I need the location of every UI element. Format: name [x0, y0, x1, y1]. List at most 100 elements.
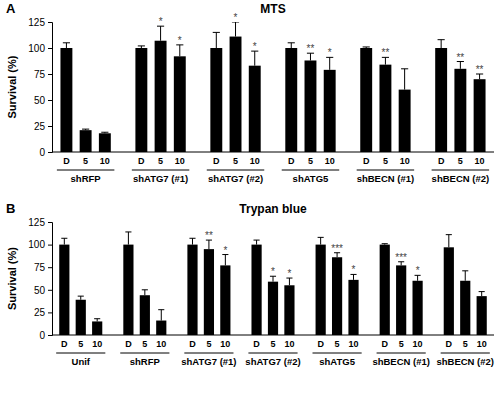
y-tick: 100 — [28, 239, 52, 250]
error-bar — [142, 290, 148, 295]
group-bracket — [248, 353, 297, 354]
bar — [251, 245, 261, 335]
error-bar-cap — [189, 238, 195, 239]
error-bar — [78, 296, 84, 300]
error-bar — [457, 62, 464, 69]
bar — [435, 48, 447, 152]
significance: ** — [205, 230, 213, 241]
error-bar — [286, 278, 292, 285]
x-tick-label: 10 — [477, 339, 487, 349]
x-tick-label: D — [446, 339, 453, 349]
error-bar-stem — [329, 57, 330, 69]
error-bar-cap — [82, 129, 89, 130]
group-label: shRFP — [130, 356, 161, 367]
error-bar-stem — [208, 240, 209, 249]
error-bar-cap — [78, 296, 84, 297]
x-tick-label: D — [253, 339, 260, 349]
error-bar — [63, 43, 70, 48]
bar — [155, 41, 167, 152]
error-bar-stem — [179, 45, 180, 56]
error-bar-stem — [465, 271, 466, 281]
y-tick-mark — [48, 100, 52, 101]
figure: AMTSSurvival (%)0255075100125***********… — [0, 0, 500, 395]
error-bar-stem — [66, 43, 67, 48]
error-bar — [157, 26, 164, 41]
error-bar — [232, 22, 239, 37]
x-tick-label: 10 — [156, 339, 166, 349]
bar — [285, 48, 297, 152]
error-bar-cap — [479, 291, 485, 292]
y-tick-label: 125 — [28, 217, 45, 228]
error-bar-stem — [404, 69, 405, 90]
error-bar-cap — [138, 45, 145, 46]
y-tick-label: 25 — [34, 121, 46, 132]
error-bar-stem — [291, 43, 292, 48]
bar — [230, 37, 242, 152]
x-tick-label: D — [381, 339, 388, 349]
error-bar — [213, 32, 220, 48]
x-tick-label: 5 — [158, 156, 163, 166]
x-tick-label: 5 — [83, 156, 88, 166]
group-label: shBECN (#1) — [372, 356, 430, 367]
significance: * — [416, 265, 420, 276]
bar — [379, 65, 391, 152]
x-tick-label: 5 — [142, 339, 147, 349]
error-bar-cap — [61, 238, 67, 239]
bar — [454, 69, 466, 152]
x-tick-label: 10 — [250, 156, 260, 166]
y-tick: 75 — [34, 69, 52, 80]
error-bar-cap — [446, 234, 452, 235]
significance: * — [223, 245, 227, 256]
error-bar — [479, 292, 485, 297]
group-label: shATG5 — [319, 356, 355, 367]
error-bar-stem — [289, 278, 290, 285]
error-bar-stem — [64, 238, 65, 244]
x-tick-label: 10 — [175, 156, 185, 166]
group-bracket — [377, 353, 426, 354]
error-bar — [382, 57, 389, 64]
plot-area — [59, 232, 487, 335]
group-bracket — [282, 170, 339, 171]
bar — [59, 245, 69, 335]
x-tick-label: D — [125, 339, 132, 349]
error-bar-stem — [160, 26, 161, 41]
x-tick-label: 10 — [284, 339, 294, 349]
y-tick: 125 — [28, 217, 52, 228]
plot-area — [60, 22, 485, 152]
error-bar-stem — [385, 57, 386, 64]
group-label: shRFP — [71, 173, 102, 184]
error-bar-stem — [161, 310, 162, 321]
x-tick-label: D — [213, 156, 220, 166]
y-tick-label: 100 — [28, 43, 45, 54]
error-bar-stem — [128, 232, 129, 245]
significance: * — [159, 16, 163, 27]
y-tick-mark — [48, 126, 52, 127]
bar — [220, 265, 230, 335]
bar — [380, 245, 390, 335]
panel-label: A — [6, 1, 16, 16]
error-bar-cap — [142, 289, 148, 290]
y-tick-mark — [48, 22, 52, 23]
error-bar — [206, 240, 212, 249]
group-bracket — [313, 353, 362, 354]
y-tick-mark — [48, 312, 52, 313]
bar — [305, 60, 317, 152]
x-axis-line — [52, 152, 494, 153]
significance: ** — [307, 43, 315, 54]
error-bar — [307, 53, 314, 60]
x-tick-label: D — [317, 339, 324, 349]
bar — [210, 48, 222, 152]
error-bar — [446, 235, 452, 248]
error-bar-stem — [448, 235, 449, 248]
error-bar-stem — [256, 240, 257, 245]
y-tick-label: 25 — [34, 307, 46, 318]
x-tick-label: 10 — [100, 156, 110, 166]
group-bracket — [207, 170, 264, 171]
x-tick-label: 5 — [463, 339, 468, 349]
error-bar — [363, 47, 370, 48]
y-tick: 75 — [34, 262, 52, 273]
error-bar-cap — [382, 243, 388, 244]
y-tick: 50 — [34, 95, 52, 106]
group-label: shATG7 (#2) — [208, 173, 263, 184]
x-tick-label: 10 — [325, 156, 335, 166]
